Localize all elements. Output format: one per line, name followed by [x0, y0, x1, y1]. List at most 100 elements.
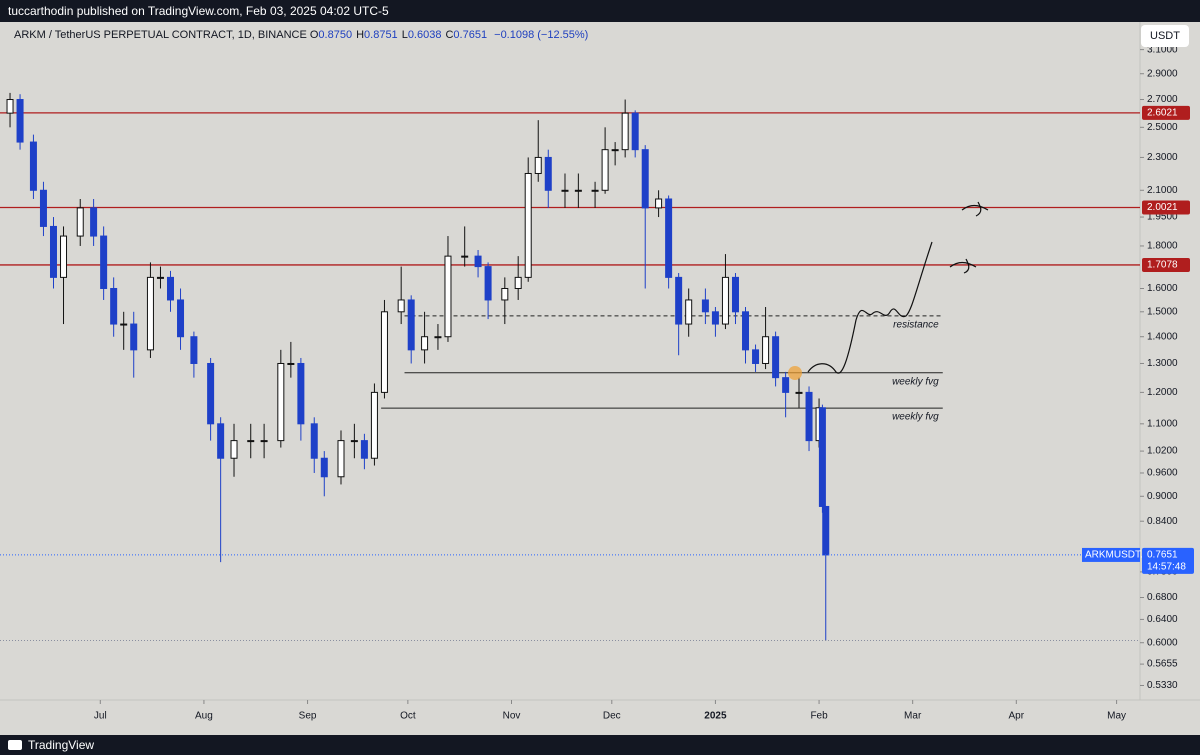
- y-tick-label: 3.1000: [1147, 44, 1178, 55]
- symbol-legend: ARKM / TetherUS PERPETUAL CONTRACT, 1D, …: [14, 29, 592, 41]
- candle-body: [100, 235, 108, 289]
- candle-body: [29, 141, 37, 191]
- candle-body: [444, 255, 452, 338]
- candle-body: [685, 299, 693, 325]
- candle-body: [370, 391, 378, 459]
- candle-body: [39, 189, 47, 227]
- x-tick-label: Feb: [810, 711, 828, 722]
- ohlc-value: 0.8751: [364, 29, 398, 41]
- chart-background: [0, 22, 1200, 735]
- ohlc-value: 0.8750: [318, 29, 353, 41]
- candle-body: [514, 276, 522, 289]
- candle-body: [762, 336, 770, 364]
- candle-body: [822, 505, 830, 556]
- candle-body: [574, 189, 582, 192]
- y-tick-label: 1.2000: [1147, 387, 1178, 398]
- candle-body: [711, 311, 719, 325]
- candle-body: [621, 112, 629, 151]
- candle-body: [665, 198, 673, 278]
- currency-button[interactable]: USDT: [1141, 25, 1189, 47]
- candle-body: [731, 276, 739, 313]
- candle-body: [397, 299, 405, 313]
- annotation-label: resistance: [893, 320, 939, 331]
- candle-body: [421, 336, 429, 351]
- y-tick-label: 0.9000: [1147, 491, 1178, 502]
- x-tick-label: May: [1107, 711, 1126, 722]
- y-tick-label: 1.6000: [1147, 283, 1178, 294]
- candle-body: [120, 323, 128, 326]
- y-tick-label: 0.5330: [1147, 680, 1178, 691]
- publisher-bar: tuccarthodin published on TradingView.co…: [0, 0, 1200, 22]
- y-tick-label: 0.6000: [1147, 637, 1178, 648]
- x-tick-label: Dec: [603, 711, 621, 722]
- countdown-label: 14:57:48: [1147, 562, 1186, 573]
- x-tick-label: Apr: [1009, 711, 1025, 722]
- candle-body: [130, 323, 138, 351]
- x-tick-label: Aug: [195, 711, 213, 722]
- candle-body: [277, 362, 285, 442]
- y-tick-label: 1.1000: [1147, 418, 1178, 429]
- change-value: −0.1098 (−12.55%): [494, 29, 589, 41]
- publisher-text: tuccarthodin published on TradingView.co…: [8, 4, 389, 18]
- x-tick-label: Sep: [299, 711, 317, 722]
- candle-body: [795, 391, 803, 394]
- candle-body: [177, 299, 185, 338]
- candle-body: [90, 207, 98, 237]
- y-tick-label: 1.9500: [1147, 212, 1178, 223]
- hand-mark: [949, 258, 977, 274]
- candle-body: [524, 172, 532, 278]
- x-tick-label: Jul: [94, 711, 107, 722]
- y-tick-label: 1.8000: [1147, 241, 1178, 252]
- candle-body: [675, 276, 683, 325]
- plot-area: [0, 92, 1140, 641]
- y-tick-label: 1.3000: [1147, 358, 1178, 369]
- candle-body: [474, 255, 482, 268]
- candle-body: [156, 276, 164, 279]
- y-tick-label: 2.1000: [1147, 185, 1178, 196]
- candle-body: [434, 336, 442, 339]
- y-tick-label: 1.0200: [1147, 446, 1178, 457]
- candle-body: [534, 156, 542, 174]
- candle-body: [60, 235, 68, 278]
- candle-body: [166, 276, 174, 301]
- y-tick-label: 2.7000: [1147, 94, 1178, 105]
- y-tick-label: 2.5000: [1147, 122, 1178, 133]
- candle-body: [655, 198, 663, 209]
- candle-body: [641, 149, 649, 209]
- x-tick-label: Mar: [904, 711, 922, 722]
- y-tick-label: 0.6800: [1147, 592, 1178, 603]
- ohlc-label: L: [401, 29, 408, 41]
- ohlc-label: C: [445, 29, 454, 41]
- candle-body: [217, 423, 225, 459]
- candle-body: [190, 336, 198, 364]
- logo-icon: [8, 740, 22, 750]
- y-tick-label: 0.8400: [1147, 516, 1178, 527]
- y-tick-label: 0.9600: [1147, 468, 1178, 479]
- x-tick-label: 2025: [704, 711, 727, 722]
- candle-body: [76, 207, 84, 237]
- candle-body: [772, 336, 780, 379]
- candle-body: [230, 440, 238, 459]
- candle-body: [247, 440, 255, 443]
- level-label: 2.6021: [1147, 108, 1178, 119]
- ohlc-value: 0.6038: [407, 29, 442, 41]
- candle-body: [721, 276, 729, 325]
- candle-body: [350, 440, 358, 443]
- y-tick-label: 1.5000: [1147, 306, 1178, 317]
- candle-body: [407, 299, 415, 351]
- ohlc-values: O0.8750 H0.8751 L0.6038 C0.7651: [310, 29, 491, 41]
- annotation-label: weekly fvg: [892, 412, 939, 423]
- brand-text: TradingView: [28, 738, 95, 752]
- candle-body: [297, 362, 305, 425]
- candle-body: [805, 391, 813, 442]
- candle-body: [701, 299, 709, 313]
- y-tick-label: 1.4000: [1147, 331, 1178, 342]
- symbol-title: ARKM / TetherUS PERPETUAL CONTRACT, 1D, …: [14, 29, 307, 41]
- candle-body: [601, 149, 609, 191]
- x-tick-label: Oct: [400, 711, 416, 722]
- candle-body: [310, 423, 318, 459]
- y-tick-label: 0.6400: [1147, 614, 1178, 625]
- candle-body: [631, 112, 639, 151]
